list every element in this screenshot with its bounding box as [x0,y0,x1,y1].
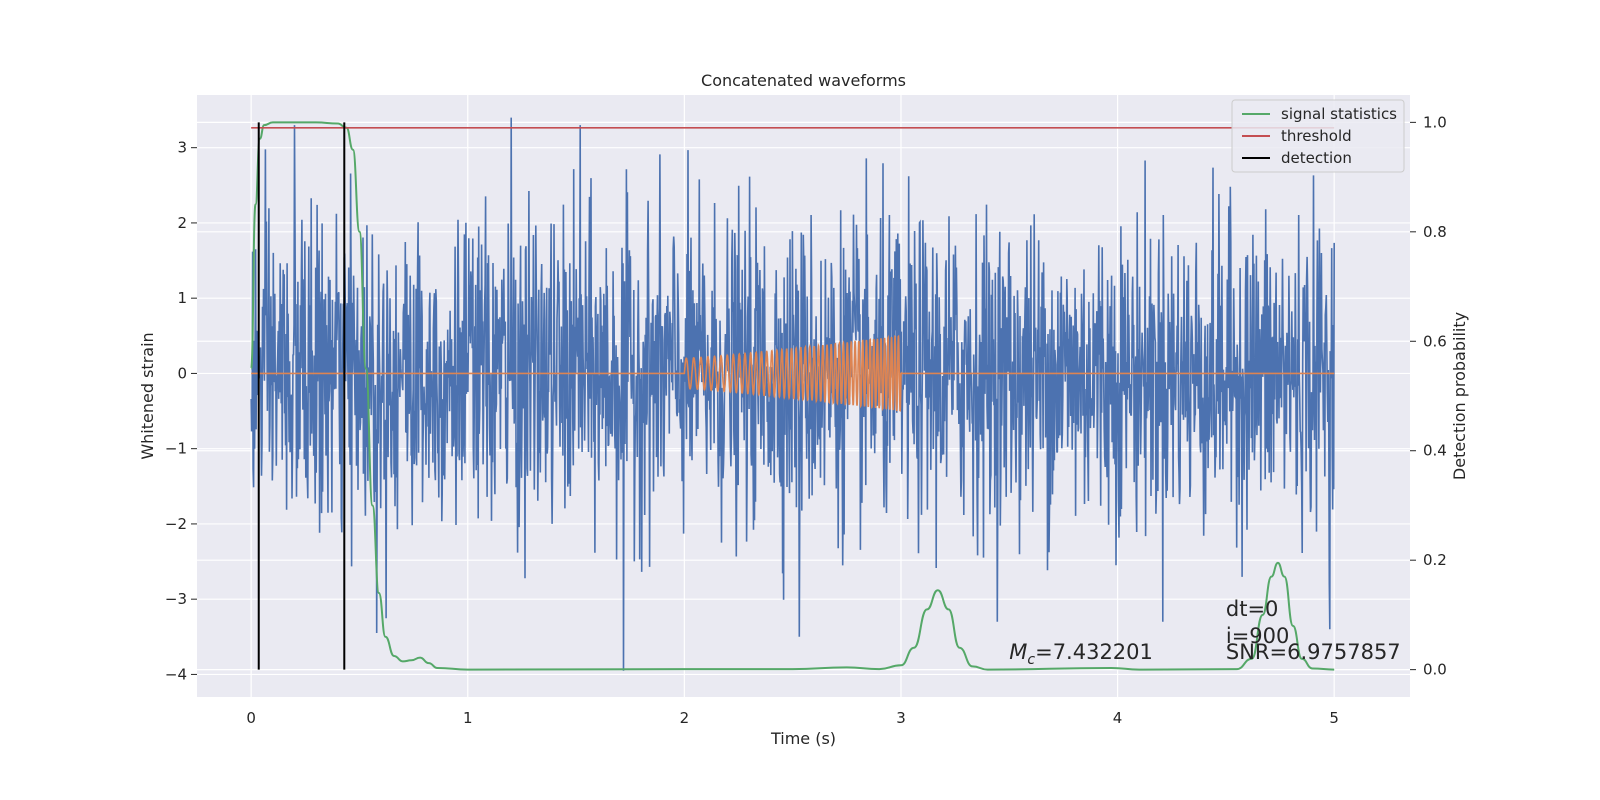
y-right-tick-label: 0.0 [1423,661,1447,679]
y-left-tick-label: −3 [165,590,187,608]
x-tick-label: 0 [246,709,256,727]
x-tick-label: 3 [896,709,906,727]
series-noise-strain [250,117,1335,671]
chart-title: Concatenated waveforms [701,71,906,90]
annotations: Mc=7.432201 dt=0 i=900 SNR=6.9757857 [1009,597,1400,668]
y-left-tick-label: −4 [165,665,187,683]
y-axis-right-label: Detection probability [1450,312,1469,480]
y-right-tick-label: 0.6 [1423,332,1447,350]
x-tick-label: 4 [1113,709,1123,727]
y-axis-left-label: Whitened strain [138,332,157,459]
legend: signal statistics threshold detection [1231,99,1405,173]
annotation-i: i=900 [1226,624,1290,648]
y-left-tick-label: 0 [177,364,187,382]
y-left-tick-label: −1 [165,440,187,458]
y-right-tick-label: 0.4 [1423,442,1447,460]
series-chirp-template [251,334,1335,412]
legend-label-signal-statistics: signal statistics [1281,105,1397,123]
x-axis-label: Time (s) [770,729,836,748]
annotation-chirp-mass-subscript: c [1027,652,1035,668]
annotation-chirp-mass-symbol: M [1009,640,1027,664]
annotation-chirp-mass-value: =7.432201 [1035,640,1153,664]
annotation-dt: dt=0 [1226,597,1279,621]
annotation-snr: SNR=6.9757857 [1226,640,1401,664]
x-tick-label: 5 [1329,709,1339,727]
y-left-tick-label: 1 [177,289,187,307]
y-right-tick-label: 0.2 [1423,551,1447,569]
legend-box [1231,99,1405,173]
series-detection [257,122,346,670]
legend-label-threshold: threshold [1281,127,1352,145]
x-tick-label: 1 [463,709,473,727]
annotation-chirp-mass: Mc=7.432201 [1009,640,1153,668]
plot-content [250,117,1335,671]
x-tick-label: 2 [680,709,690,727]
y-left-tick-label: −2 [165,515,187,533]
y-right-tick-label: 0.8 [1423,223,1447,241]
axis-ticks: 0 1 2 3 4 5 −4 −3 −2 −1 0 1 2 3 0.0 0.2 0.4 0.6 0.8 1.0 [165,113,1447,727]
legend-label-detection: detection [1281,149,1352,167]
series-signal-statistics [250,121,1335,671]
y-right-tick-label: 1.0 [1423,113,1447,131]
y-left-tick-label: 2 [177,214,187,232]
y-left-tick-label: 3 [177,139,187,157]
